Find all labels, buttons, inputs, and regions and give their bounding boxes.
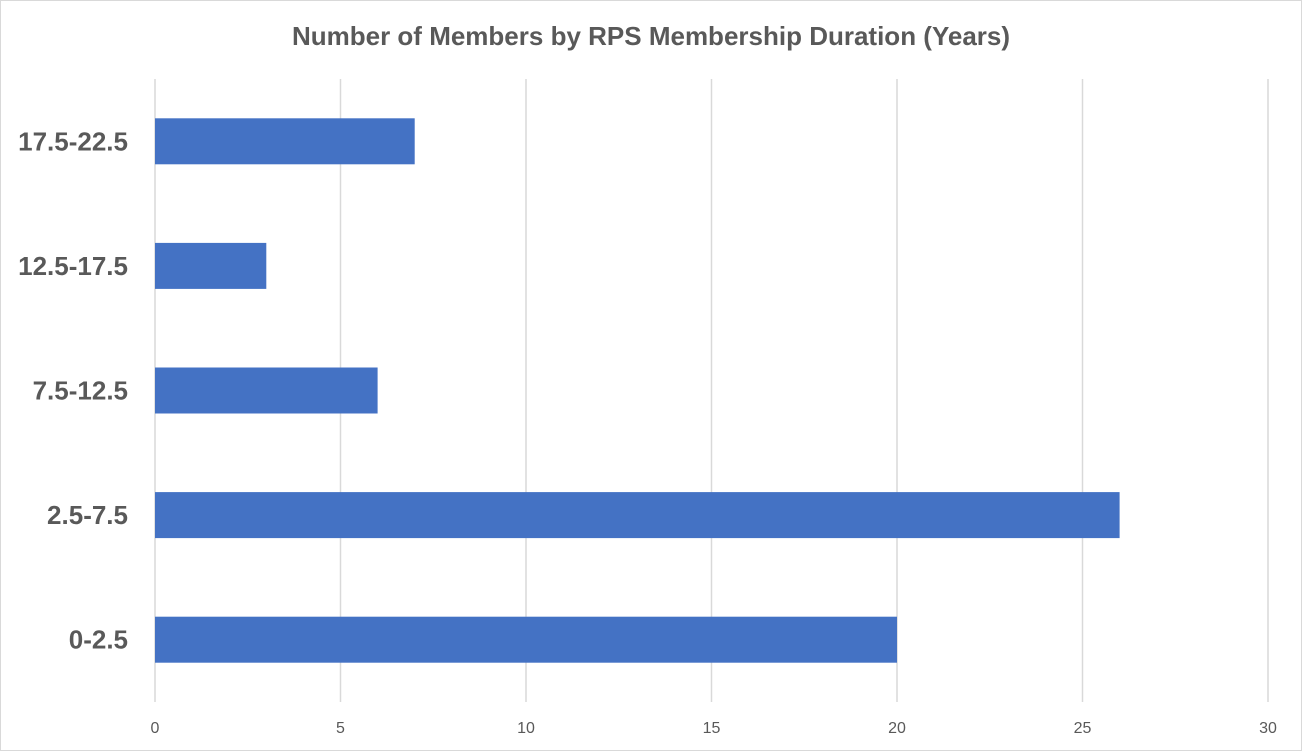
chart-title: Number of Members by RPS Membership Dura… — [292, 21, 1010, 51]
x-tick-label: 25 — [1074, 720, 1092, 737]
bar-2.5-7.5 — [155, 492, 1120, 539]
grid-layer — [154, 79, 1269, 702]
category-axis: 0-2.5 2.5-7.5 7.5-12.5 12.5-17.5 17.5-22.5 — [18, 126, 128, 654]
x-tick-label: 20 — [888, 720, 906, 737]
category-label: 12.5-17.5 — [18, 251, 128, 281]
category-label: 0-2.5 — [69, 625, 128, 655]
category-label: 17.5-22.5 — [18, 126, 128, 156]
category-label: 7.5-12.5 — [33, 376, 128, 406]
category-label: 2.5-7.5 — [47, 500, 128, 530]
x-tick-label: 5 — [336, 720, 345, 737]
bar-7.5-12.5 — [155, 367, 378, 414]
bar-17.5-22.5 — [155, 118, 415, 165]
value-axis: 0 5 10 15 20 25 30 — [151, 720, 1277, 737]
bar-layer — [155, 118, 1120, 663]
x-tick-label: 30 — [1259, 720, 1277, 737]
x-tick-label: 0 — [151, 720, 160, 737]
bar-0-2.5 — [155, 616, 897, 663]
x-tick-label: 10 — [517, 720, 535, 737]
bar-12.5-17.5 — [155, 242, 267, 289]
x-tick-label: 15 — [703, 720, 721, 737]
